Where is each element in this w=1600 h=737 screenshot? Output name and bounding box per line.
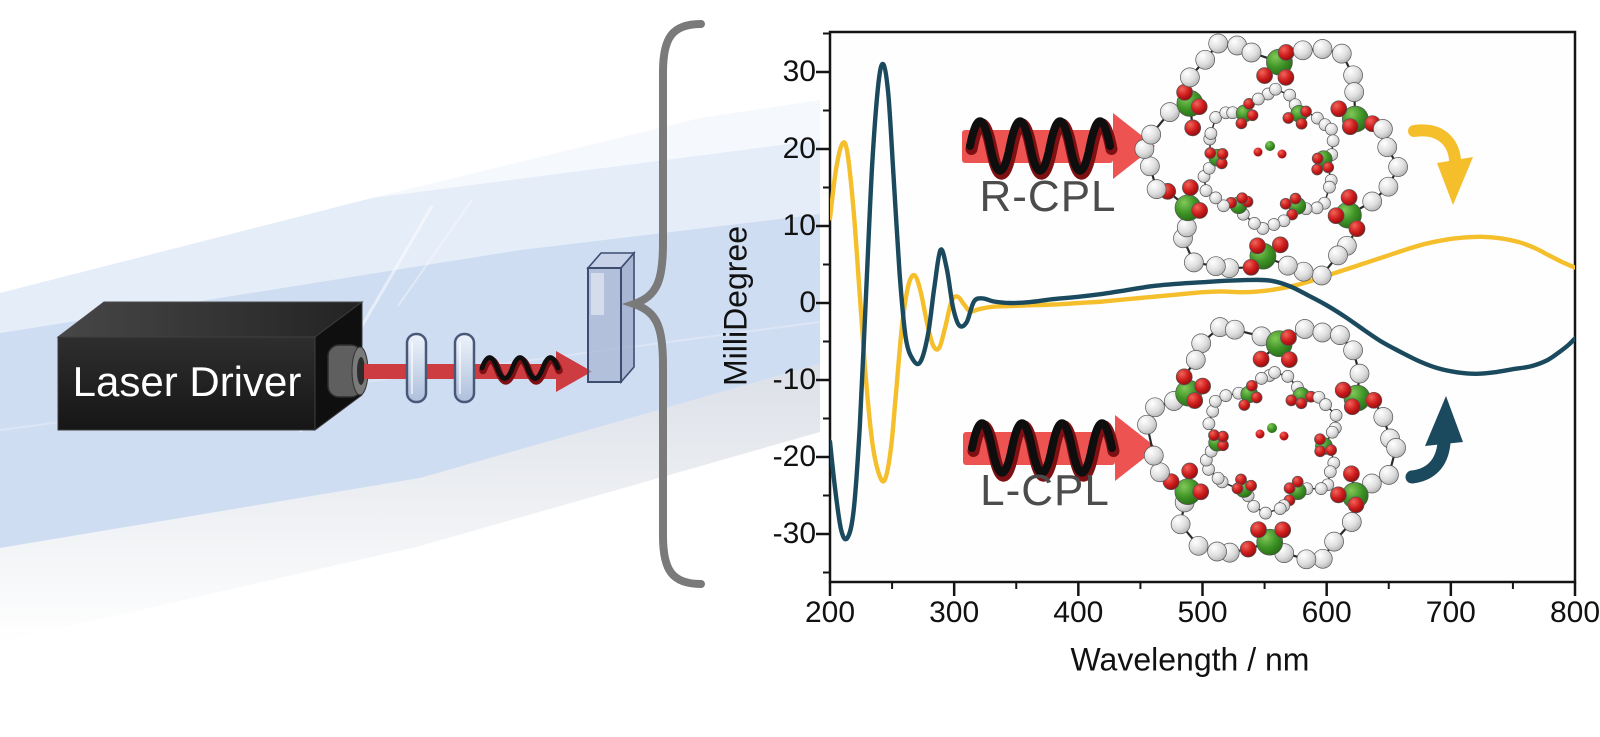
cd-spectrum-chart — [816, 30, 1577, 596]
rotation-arrow-down-icon — [1408, 124, 1473, 205]
laser-beam-and-optics — [364, 250, 636, 404]
l-cpl-arrow — [963, 415, 1157, 482]
rotation-arrows — [1405, 124, 1473, 484]
molecule-ring-top — [1134, 33, 1408, 286]
x-tick-label: 300 — [929, 596, 980, 629]
y-tick-label: -20 — [772, 440, 816, 473]
series-l-cpl — [830, 61, 1575, 542]
r-cpl-label: R-CPL — [979, 172, 1117, 221]
beam-arrowhead-icon — [556, 351, 592, 392]
molecule-ring-bottom — [1137, 317, 1406, 570]
lens-icon — [405, 332, 476, 404]
y-tick-label: -10 — [772, 363, 816, 396]
y-tick-label: 20 — [782, 132, 816, 165]
curly-brace — [621, 20, 705, 588]
y-tick-label: -30 — [772, 517, 816, 550]
r-cpl-arrow — [962, 113, 1155, 180]
y-tick-label: 0 — [799, 286, 816, 319]
laser-driver-label: Laser Driver — [72, 358, 302, 405]
light-wave-icon — [479, 355, 563, 385]
x-axis-title: Wavelength / nm — [1070, 641, 1310, 678]
x-tick-label: 200 — [804, 596, 856, 629]
x-tick-label: 500 — [1177, 596, 1228, 629]
rotation-arrow-up-icon — [1405, 396, 1463, 484]
x-tick-label: 700 — [1425, 596, 1476, 629]
cuvette — [586, 250, 636, 385]
x-tick-label: 400 — [1053, 596, 1104, 629]
cpl-wave-arrows — [962, 113, 1157, 482]
x-tick-label: 600 — [1301, 596, 1352, 629]
y-tick-label: 30 — [782, 55, 816, 88]
y-tick-label: 10 — [782, 209, 816, 242]
l-cpl-label: L-CPL — [980, 466, 1110, 515]
series-r-cpl — [830, 140, 1575, 484]
laser-box — [56, 301, 369, 431]
x-tick-label: 800 — [1549, 596, 1600, 629]
